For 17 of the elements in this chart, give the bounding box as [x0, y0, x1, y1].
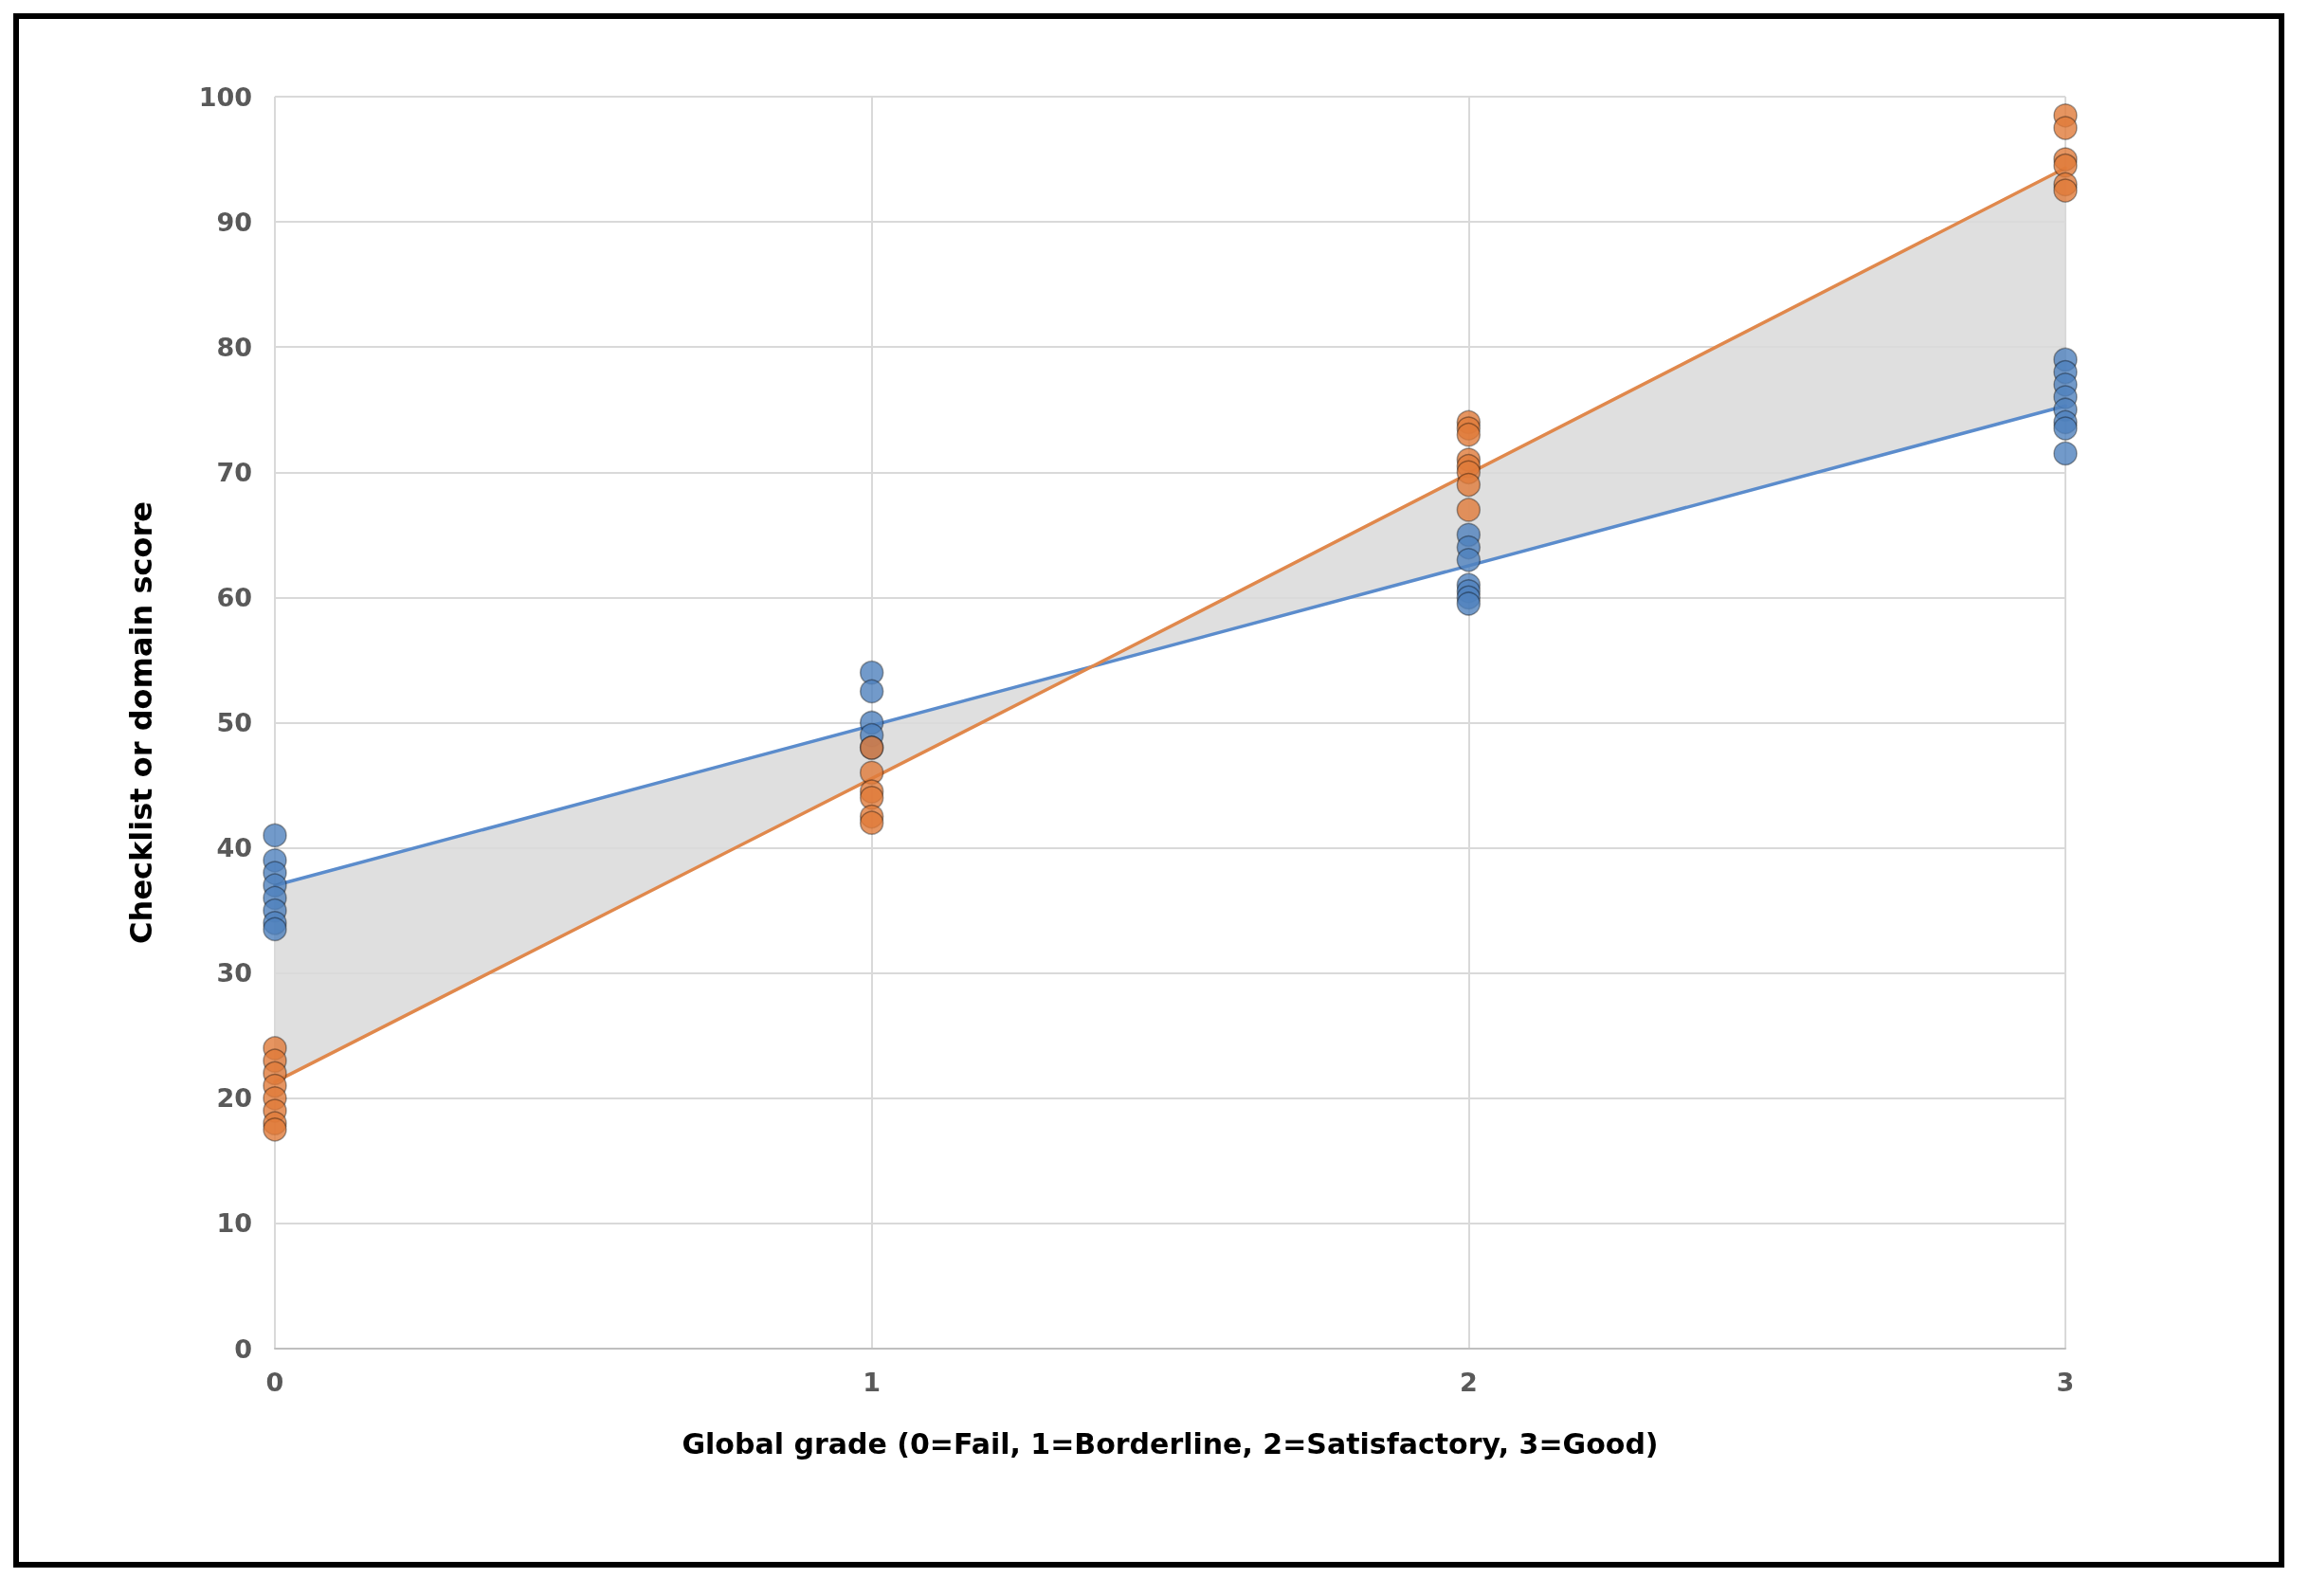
y-tick-label: 60: [216, 582, 252, 612]
x-tick-label: 2: [1459, 1368, 1478, 1397]
y-tick-label: 20: [216, 1083, 252, 1114]
x-tick-label: 1: [863, 1368, 882, 1397]
x-tick-label: 3: [2056, 1368, 2075, 1397]
y-tick-label: 80: [216, 332, 252, 362]
y-tick-label: 100: [198, 82, 252, 112]
y-tick-label: 10: [216, 1208, 252, 1239]
y-tick-label: 90: [216, 207, 252, 237]
y-tick-label: 50: [216, 708, 252, 737]
y-tick-label: 70: [216, 457, 252, 487]
y-tick-label: 40: [216, 833, 252, 863]
y-tick-label: 30: [216, 958, 252, 988]
x-tick-label: 0: [265, 1368, 284, 1397]
x-axis-title: Global grade (0=Fail, 1=Borderline, 2=Satisfactory, 3=Good): [682, 1426, 1659, 1460]
y-axis-title: Checklist or domain score: [123, 501, 159, 944]
y-tick-label: 0: [234, 1333, 252, 1364]
